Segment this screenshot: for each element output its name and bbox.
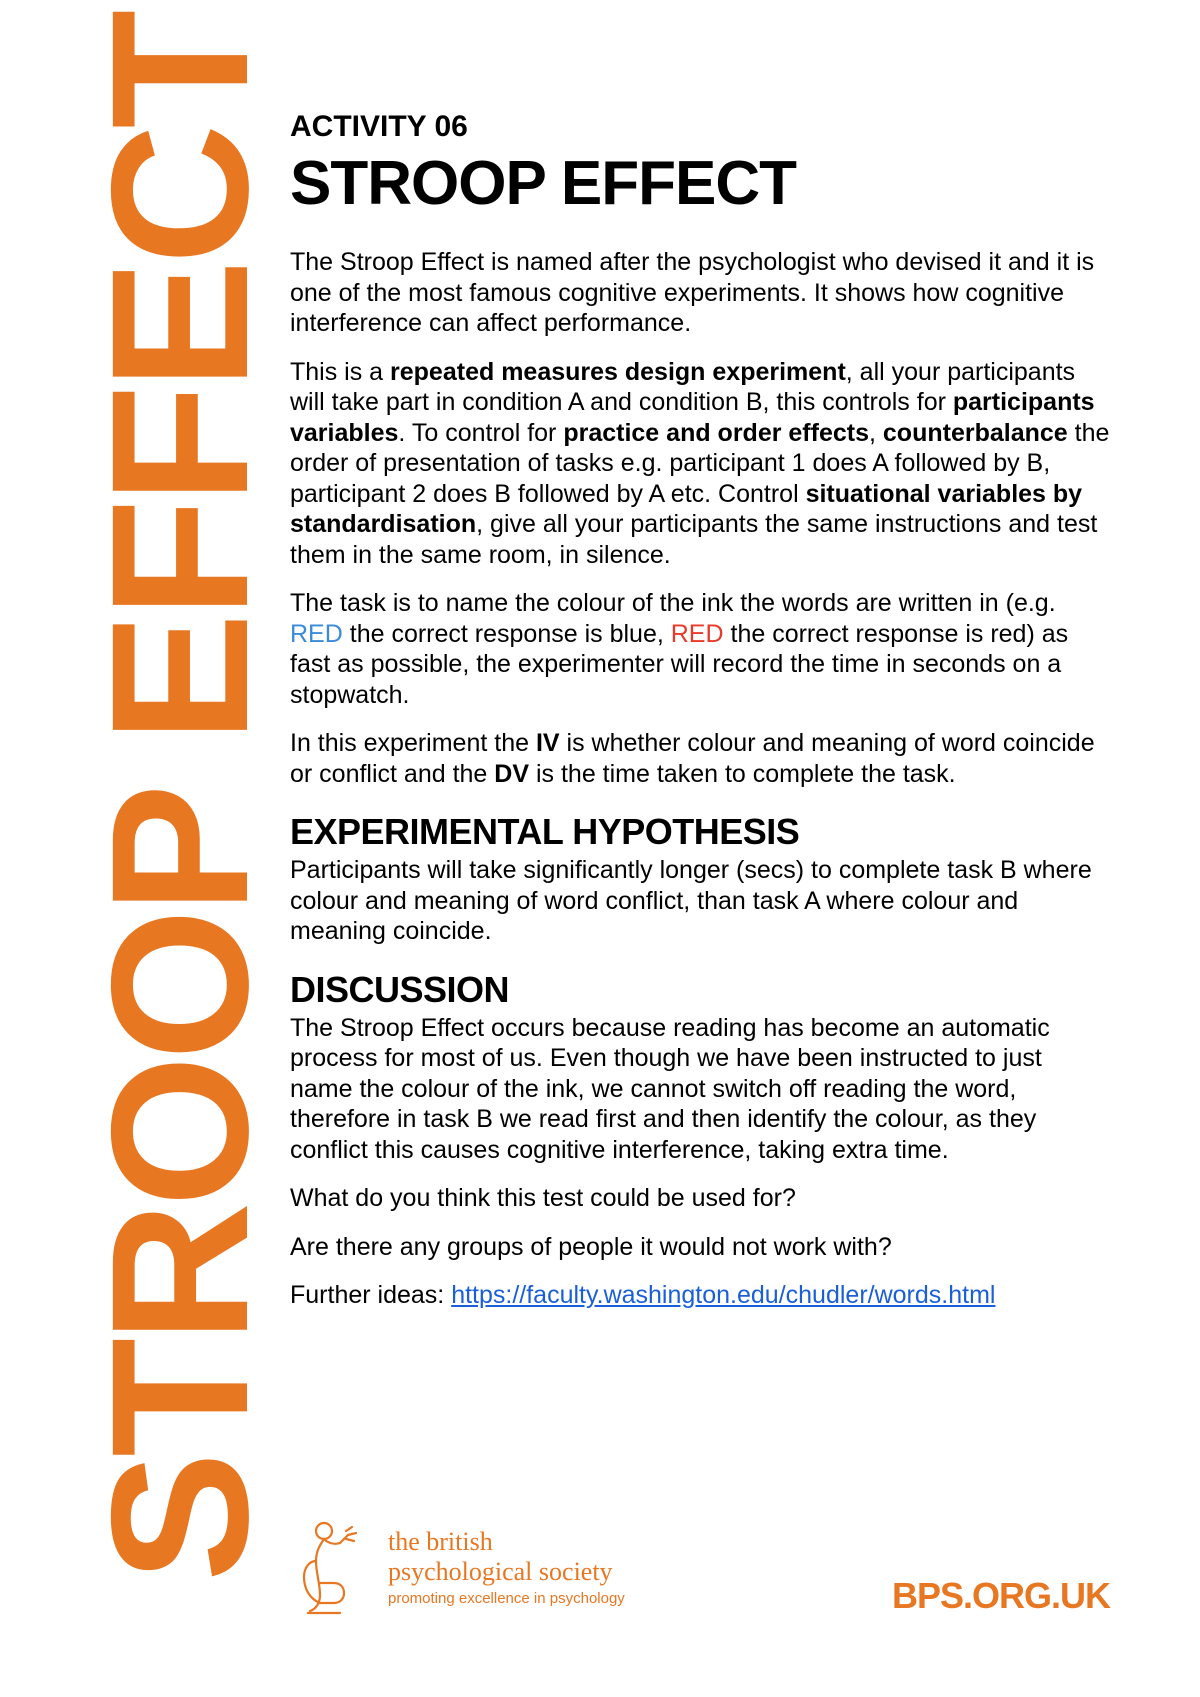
intro-paragraph: The Stroop Effect is named after the psy…	[290, 247, 1110, 339]
text-span: In this experiment the	[290, 729, 536, 757]
logo-tagline: promoting excellence in psychology	[388, 1590, 625, 1607]
bps-logo-text: the british psychological society promot…	[388, 1527, 625, 1607]
bold-term: practice and order effects	[563, 419, 869, 447]
activity-label: ACTIVITY 06	[290, 110, 1110, 144]
footer: the british psychological society promot…	[290, 1517, 1110, 1617]
page: STROOP EFFECT ACTIVITY 06 STROOP EFFECT …	[0, 0, 1200, 1697]
task-paragraph: The task is to name the colour of the in…	[290, 588, 1110, 710]
bold-term: DV	[494, 760, 529, 788]
discussion-q2: Are there any groups of people it would …	[290, 1232, 1110, 1263]
bold-term: repeated measures design experiment	[390, 358, 846, 386]
ivdv-paragraph: In this experiment the IV is whether col…	[290, 728, 1110, 789]
content-area: ACTIVITY 06 STROOP EFFECT The Stroop Eff…	[290, 110, 1110, 1329]
further-link[interactable]: https://faculty.washington.edu/chudler/w…	[451, 1281, 995, 1309]
further-label: Further ideas:	[290, 1281, 451, 1309]
hypothesis-text: Participants will take significantly lon…	[290, 855, 1110, 947]
example-word-blue: RED	[290, 620, 343, 648]
logo-line2: psychological society	[388, 1557, 625, 1587]
discussion-heading: DISCUSSION	[290, 969, 1110, 1011]
discussion-p1: The Stroop Effect occurs because reading…	[290, 1013, 1110, 1166]
example-word-red: RED	[671, 620, 724, 648]
text-span: . To control for	[398, 419, 563, 447]
bps-logo-block: the british psychological society promot…	[290, 1517, 625, 1617]
page-title: STROOP EFFECT	[290, 148, 1110, 219]
hypothesis-heading: EXPERIMENTAL HYPOTHESIS	[290, 811, 1110, 853]
vertical-title: STROOP EFFECT	[68, 182, 292, 1582]
text-span: ,	[869, 419, 883, 447]
logo-line1: the british	[388, 1527, 625, 1557]
design-paragraph: This is a repeated measures design exper…	[290, 357, 1110, 571]
discussion-q1: What do you think this test could be use…	[290, 1183, 1110, 1214]
text-span: is the time taken to complete the task.	[529, 760, 956, 788]
bold-term: counterbalance	[883, 419, 1068, 447]
site-url: BPS.ORG.UK	[892, 1575, 1110, 1617]
text-span: The task is to name the colour of the in…	[290, 589, 1056, 617]
further-ideas: Further ideas: https://faculty.washingto…	[290, 1280, 1110, 1311]
text-span: the correct response is blue,	[343, 620, 671, 648]
bps-logo-icon	[290, 1517, 370, 1617]
text-span: This is a	[290, 358, 390, 386]
bold-term: IV	[536, 729, 560, 757]
